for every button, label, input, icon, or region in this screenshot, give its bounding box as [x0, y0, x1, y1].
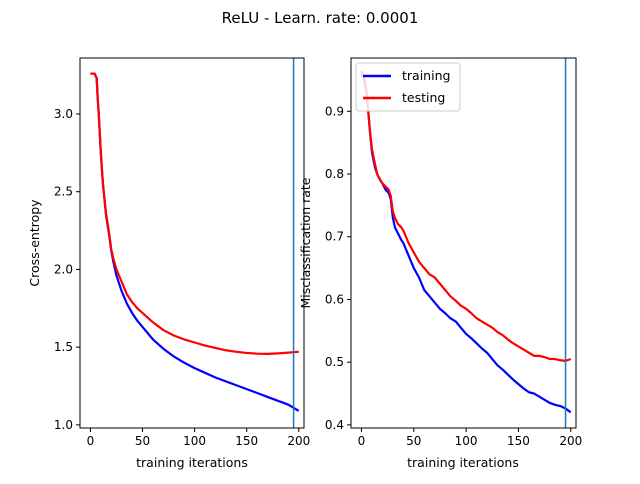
misclassification-xtick-label: 100	[455, 434, 478, 448]
legend-label-testing: testing	[402, 90, 445, 105]
cross-entropy-xlabel: training iterations	[136, 455, 248, 470]
cross-entropy-ticks: 0 50 100 150 200 1.0 1.5 2.0 2.5 3.0	[54, 107, 310, 448]
misclassification-series-training	[360, 70, 572, 414]
legend: training testing	[355, 62, 461, 112]
misclassification-ytick-label: 0.6	[325, 292, 344, 306]
cross-entropy-xtick-label: 100	[183, 434, 206, 448]
cross-entropy-ytick-label: 2.5	[54, 185, 73, 199]
misclassification-ytick-label: 0.4	[325, 418, 344, 432]
misclassification-ytick-label: 0.8	[325, 167, 344, 181]
cross-entropy-xtick-label: 200	[287, 434, 310, 448]
cross-entropy-plot: 0 50 100 150 200 1.0 1.5 2.0 2.5 3.0 training ite…	[27, 57, 310, 470]
misclassification-xtick-label: 50	[406, 434, 421, 448]
misclassification-ticks: 0 50 100 150 200 0.4 0.5 0.6 0.7 0.8 0.9	[325, 104, 582, 448]
misclassification-series	[360, 70, 572, 414]
cross-entropy-series	[90, 72, 300, 412]
misclassification-axes-frame	[350, 57, 577, 429]
misclassification-xtick-label: 150	[507, 434, 530, 448]
cross-entropy-series-testing	[90, 72, 299, 355]
misclassification-xtick-label: 0	[358, 434, 366, 448]
cross-entropy-xtick-label: 0	[87, 434, 95, 448]
misclassification-xtick-label: 200	[559, 434, 582, 448]
misclassification-ytick-label: 0.5	[325, 355, 344, 369]
cross-entropy-ytick-label: 3.0	[54, 107, 73, 121]
cross-entropy-ylabel: Cross-entropy	[27, 199, 42, 287]
cross-entropy-ytick-label: 1.5	[54, 340, 73, 354]
cross-entropy-series-training	[90, 72, 300, 412]
cross-entropy-ytick-label: 1.0	[54, 418, 73, 432]
cross-entropy-xtick-label: 150	[235, 434, 258, 448]
misclassification-ytick-label: 0.7	[325, 230, 344, 244]
misclassification-series-testing	[360, 73, 572, 362]
misclassification-ytick-label: 0.9	[325, 104, 344, 118]
misclassification-plot: 0 50 100 150 200 0.4 0.5 0.6 0.7 0.8 0.9 training …	[298, 57, 582, 470]
misclassification-xlabel: training iterations	[407, 455, 519, 470]
figure-title: ReLU - Learn. rate: 0.0001	[222, 9, 419, 27]
misclassification-ylabel: Misclassification rate	[298, 177, 313, 308]
cross-entropy-ytick-label: 2.0	[54, 262, 73, 276]
legend-label-training: training	[402, 68, 450, 83]
cross-entropy-axes-frame	[79, 57, 305, 429]
cross-entropy-xtick-label: 50	[135, 434, 150, 448]
